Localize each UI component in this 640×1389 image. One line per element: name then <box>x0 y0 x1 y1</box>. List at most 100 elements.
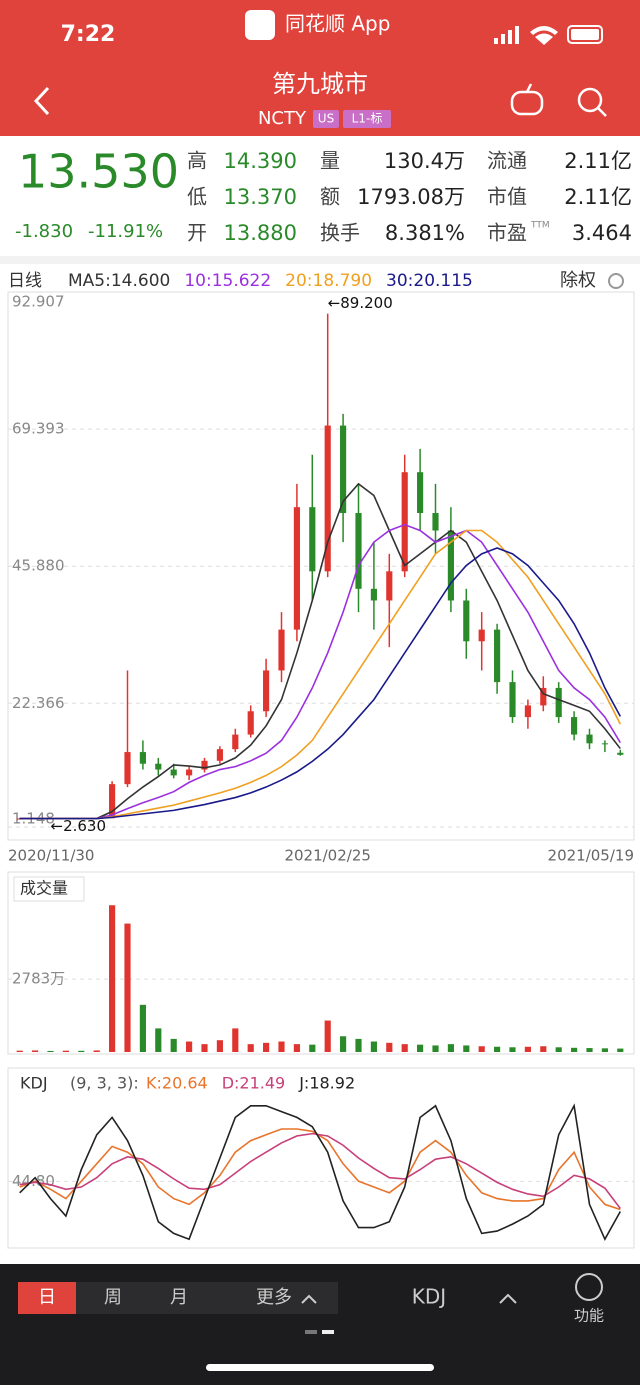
candle-body <box>586 734 593 744</box>
legend-entry: D:21.49 <box>222 1074 286 1093</box>
volume-bar <box>370 1041 377 1052</box>
x-tick-label: 2020/11/30 <box>8 847 94 865</box>
volume-bar <box>324 1020 331 1052</box>
candle-body <box>232 734 239 750</box>
stat-label: 低 <box>187 185 207 209</box>
stock-name: 第九城市 <box>272 70 368 98</box>
kdj-params: (9, 3, 3): <box>70 1074 139 1093</box>
candle-body <box>216 749 223 761</box>
candle-body <box>201 760 208 770</box>
volume-bar <box>78 1050 85 1052</box>
volume-bar <box>109 905 116 1052</box>
divider <box>0 256 640 264</box>
volume-bar <box>478 1046 485 1052</box>
candle-body <box>309 507 316 572</box>
period: 日线 <box>8 271 42 291</box>
market-tag: US <box>318 112 334 126</box>
candle-body <box>447 530 454 601</box>
page-dot <box>322 1330 334 1334</box>
app-name: 同花顺 App <box>285 12 390 36</box>
back-button[interactable] <box>33 86 50 116</box>
volume-bar <box>355 1038 362 1052</box>
level-tag: L1-标 <box>352 112 383 126</box>
candle-body <box>247 711 254 735</box>
stat-value: 130.4万 <box>384 149 465 173</box>
restore-button[interactable]: 除权 <box>560 270 596 291</box>
robot-icon[interactable] <box>510 83 544 116</box>
stat-label: 换手 <box>320 221 360 245</box>
volume-bar <box>124 923 131 1052</box>
volume-bar <box>16 1050 23 1052</box>
line <box>19 1128 621 1211</box>
tab[interactable]: 日 <box>38 1287 56 1308</box>
page-dot <box>305 1330 317 1334</box>
tab-active <box>18 1282 76 1314</box>
candle-body <box>370 588 377 601</box>
stat-value: 13.370 <box>224 185 297 209</box>
stat-value: 8.381% <box>385 221 465 245</box>
stat-label: 高 <box>187 149 207 173</box>
legend-entry: K:20.64 <box>146 1074 208 1093</box>
label-box <box>13 876 85 902</box>
y-tick-label: 69.393 <box>12 420 65 438</box>
volume-bar <box>32 1050 39 1052</box>
legend-entry: 20:18.790 <box>285 271 372 291</box>
search-icon[interactable] <box>577 87 607 117</box>
volume-title: 成交量 <box>20 879 68 898</box>
y-tick-label: 2783万 <box>12 970 65 988</box>
price: 13.530 <box>18 145 179 199</box>
candle-body <box>509 682 516 718</box>
legend-entry: J:18.92 <box>298 1074 355 1093</box>
candle-body <box>186 769 193 776</box>
stat-label: 市值 <box>487 185 527 209</box>
legend-entry: MA5:14.600 <box>68 271 170 291</box>
volume-bar <box>93 1050 100 1052</box>
line <box>19 529 622 820</box>
legend-entry: 30:20.115 <box>386 271 473 291</box>
y-tick-label: 44.80 <box>12 1172 55 1190</box>
volume-bar <box>571 1047 578 1052</box>
function-button[interactable]: 功能 <box>574 1307 604 1325</box>
home-indicator <box>206 1364 434 1371</box>
stat-value: 13.880 <box>224 221 297 245</box>
x-tick-label: 2021/02/25 <box>284 847 370 865</box>
volume-bar <box>509 1047 516 1052</box>
app-icon <box>245 10 275 40</box>
line <box>19 523 621 820</box>
stat-value: 2.11亿 <box>564 149 632 173</box>
volume-bar <box>524 1046 531 1052</box>
candle-body <box>617 752 624 755</box>
stat-label: 量 <box>320 149 340 173</box>
indicator-button[interactable]: KDJ <box>412 1285 446 1309</box>
x-tick-label: 2021/05/19 <box>548 847 634 865</box>
candle-body <box>139 752 146 764</box>
function-icon[interactable] <box>575 1273 603 1301</box>
volume-bar <box>417 1044 424 1052</box>
stat-value: 1793.08万 <box>357 185 465 209</box>
candle-body <box>340 425 347 514</box>
candle-body <box>170 769 177 776</box>
candle-body <box>463 600 470 642</box>
volume-panel <box>7 871 635 1055</box>
tab[interactable]: 月 <box>170 1287 188 1308</box>
stat-value: 3.464 <box>572 221 632 245</box>
settings-icon[interactable] <box>608 273 624 289</box>
stat-label: 开 <box>187 221 207 245</box>
candle-body <box>155 763 162 770</box>
line <box>19 482 621 820</box>
candle-body <box>478 629 485 642</box>
chevron[interactable] <box>499 1293 517 1304</box>
volume-bar <box>216 1040 223 1052</box>
y-tick-label: 22.366 <box>12 694 65 712</box>
volume-bar <box>340 1036 347 1052</box>
legend-entry: 10:15.622 <box>184 271 271 291</box>
tab[interactable]: 更多 <box>256 1287 292 1308</box>
volume-bar <box>386 1042 393 1052</box>
volume-bar <box>494 1046 501 1052</box>
tab[interactable]: 周 <box>104 1287 122 1308</box>
volume-bar <box>232 1028 239 1052</box>
volume-bar <box>263 1042 270 1052</box>
candle-body <box>601 743 608 745</box>
candle-body <box>324 425 331 572</box>
